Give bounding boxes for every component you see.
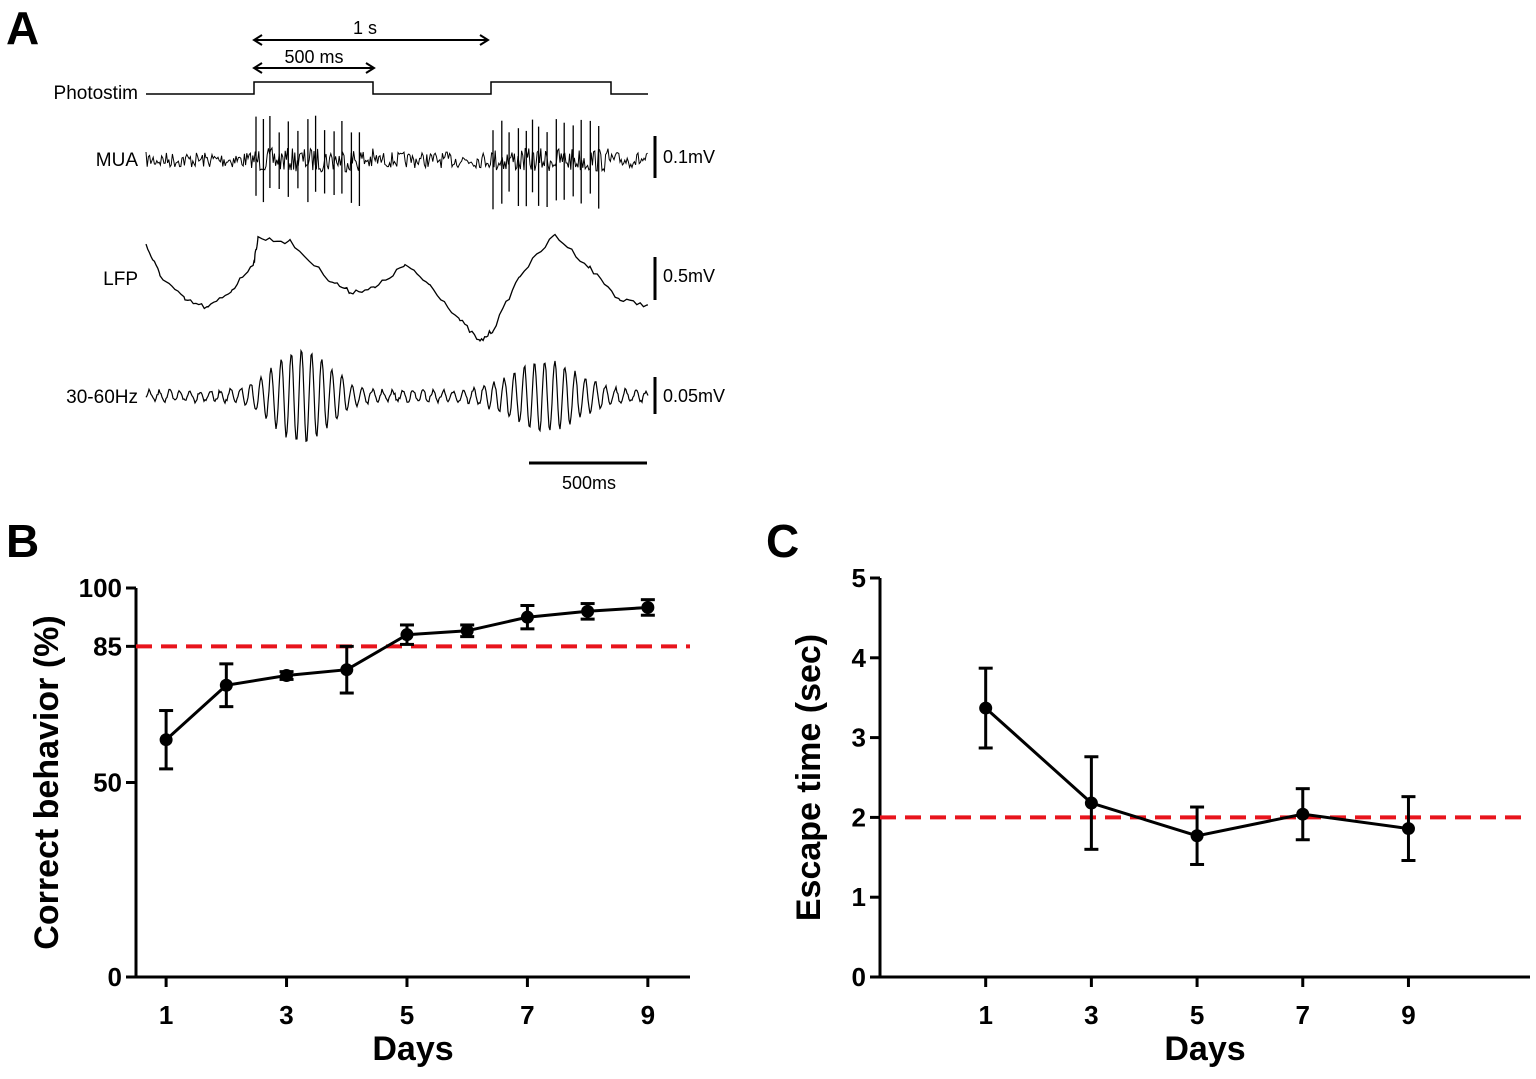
mua-spikes (255, 115, 600, 210)
data-point (460, 624, 474, 638)
data-point (340, 663, 354, 677)
y-tick-label: 85 (93, 631, 122, 661)
data-point (581, 604, 595, 618)
gamma-scale-label: 0.05mV (663, 386, 725, 406)
x-tick-label: 9 (641, 1000, 655, 1030)
y-tick-label: 0 (852, 962, 866, 992)
x-axis-title: Days (372, 1030, 453, 1068)
time-marker-1s-label: 1 s (353, 18, 377, 38)
time-scalebar-label: 500ms (562, 473, 616, 493)
x-tick-label: 9 (1401, 1000, 1415, 1030)
data-point (520, 610, 534, 624)
trace-label-lfp: LFP (103, 269, 138, 290)
mua-trace (145, 146, 648, 173)
x-axis-title: Days (1164, 1030, 1245, 1068)
data-point (1401, 822, 1415, 836)
y-tick-label: 2 (852, 802, 866, 832)
y-tick-label: 4 (852, 643, 867, 673)
time-marker-500ms (252, 62, 376, 74)
data-point (219, 678, 233, 692)
y-tick-label: 100 (79, 573, 122, 603)
panel-c-letter: C (766, 515, 799, 567)
panel-b-letter: B (6, 515, 39, 567)
chart-b: 0 50 85 100 1 3 5 7 9 Days Correct behavior (%) (28, 573, 690, 1068)
data-point (1084, 796, 1098, 810)
time-marker-500ms-label: 500 ms (284, 47, 343, 67)
data-point (400, 628, 414, 642)
mua-scale-label: 0.1mV (663, 147, 715, 167)
panel-a-letter: A (6, 2, 39, 54)
x-tick-label: 3 (1084, 1000, 1098, 1030)
x-tick-label: 7 (1296, 1000, 1310, 1030)
y-axis-title: Correct behavior (%) (28, 615, 66, 949)
x-tick-label: 1 (159, 1000, 173, 1030)
y-tick-label: 5 (852, 563, 866, 593)
x-tick-label: 5 (400, 1000, 414, 1030)
trace-label-photostim: Photostim (54, 83, 138, 104)
lfp-trace (145, 233, 648, 343)
x-tick-label: 5 (1190, 1000, 1204, 1030)
panel-c: C 0 1 2 3 4 5 1 3 5 7 9 Days Escape time (sec) (766, 515, 1530, 1068)
data-point (641, 600, 655, 614)
trace-label-mua: MUA (96, 150, 139, 171)
gamma-trace (145, 348, 649, 443)
time-marker-1s (252, 34, 490, 46)
y-axis-title: Escape time (sec) (790, 634, 828, 921)
panel-b: B 0 50 85 100 1 3 5 7 9 Days Correct behavior (%) (6, 515, 690, 1068)
trace-label-gamma: 30-60Hz (66, 387, 138, 408)
x-tick-label: 7 (520, 1000, 534, 1030)
data-point (159, 733, 173, 747)
panel-a: A 1 s 500 ms Photostim MUA 0.1mV LFP 0.5… (6, 2, 725, 493)
y-tick-label: 3 (852, 723, 866, 753)
y-tick-label: 50 (93, 768, 122, 798)
y-tick-label: 1 (852, 882, 866, 912)
data-point (1190, 829, 1204, 843)
x-tick-label: 3 (279, 1000, 293, 1030)
data-point (979, 701, 993, 715)
photostim-trace (146, 81, 648, 95)
lfp-scale-label: 0.5mV (663, 266, 715, 286)
data-point (280, 669, 294, 683)
x-tick-label: 1 (978, 1000, 992, 1030)
data-point (1296, 807, 1310, 821)
y-tick-label: 0 (108, 962, 122, 992)
chart-c: 0 1 2 3 4 5 1 3 5 7 9 Days Escape time (sec) (790, 563, 1530, 1068)
